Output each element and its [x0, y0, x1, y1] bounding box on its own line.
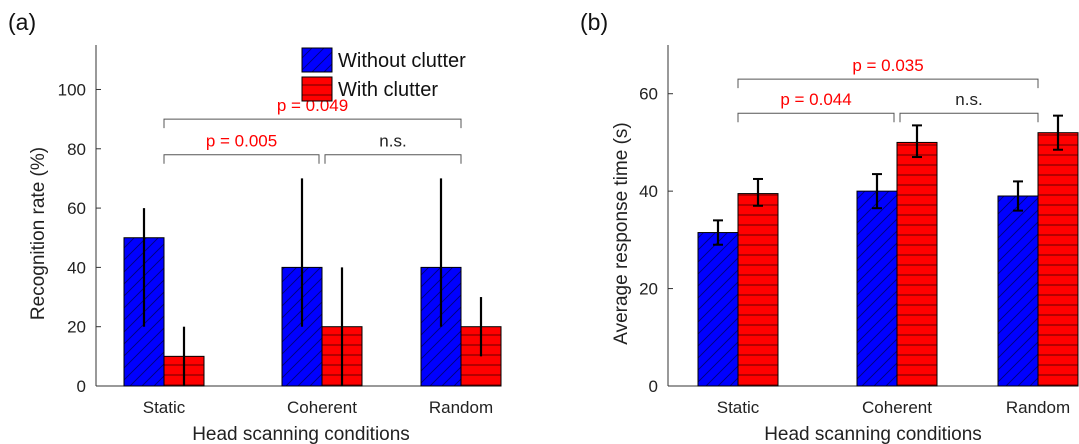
- y-tick-label: 60: [639, 85, 658, 104]
- significance-label: p = 0.035: [852, 56, 923, 75]
- x-tick-label: Random: [429, 398, 493, 417]
- x-tick-label: Coherent: [862, 398, 932, 417]
- bar-with-clutter: [1037, 132, 1079, 387]
- y-tick-label: 40: [67, 258, 86, 277]
- y-tick-label: 20: [639, 280, 658, 299]
- bar-with-clutter: [896, 141, 938, 387]
- bar-without-clutter: [856, 190, 898, 387]
- legend-label: Without clutter: [338, 50, 466, 72]
- significance-bracket: [737, 112, 895, 123]
- x-tick-label: Static: [143, 398, 186, 417]
- y-axis-label: Recognition rate (%): [28, 147, 49, 320]
- y-tick-label: 100: [58, 80, 86, 99]
- significance-label: p = 0.044: [780, 90, 851, 109]
- x-tick-label: Static: [717, 398, 760, 417]
- y-tick-label: 0: [649, 377, 658, 396]
- x-tick-label: Coherent: [287, 398, 357, 417]
- significance-bracket: [737, 78, 1039, 89]
- bar-without-clutter: [697, 232, 739, 387]
- y-axis-label: Average response time (s): [611, 122, 632, 344]
- legend-label: With clutter: [338, 79, 438, 101]
- x-tick-label: Random: [1006, 398, 1070, 417]
- chart-response-time: (b) 0 20 40 60 Static Coherent Random Head scann…: [580, 9, 1079, 444]
- significance-bracket: [163, 118, 462, 129]
- significance-label: n.s.: [379, 132, 406, 151]
- y-tick-label: 20: [67, 318, 86, 337]
- panel-label: (a): [8, 9, 36, 35]
- x-axis-label: Head scanning conditions: [192, 424, 410, 444]
- panel-label: (b): [580, 9, 608, 35]
- bar-without-clutter: [997, 195, 1039, 387]
- y-tick-label: 60: [67, 199, 86, 218]
- chart-recognition-rate: (a) 0 20 40 60 80 100 Static Coherent Random Head …: [8, 9, 502, 444]
- x-axis-label: Head scanning conditions: [764, 424, 982, 444]
- y-tick-label: 80: [67, 140, 86, 159]
- y-tick-label: 0: [77, 377, 86, 396]
- significance-bracket: [324, 154, 462, 164]
- legend-swatch-with-clutter: [301, 76, 333, 102]
- significance-bracket: [899, 112, 1039, 123]
- legend-swatch-without-clutter: [301, 47, 333, 73]
- significance-label: p = 0.005: [206, 132, 277, 151]
- bar-with-clutter: [737, 193, 779, 387]
- significance-label: n.s.: [955, 90, 982, 109]
- significance-bracket: [163, 154, 320, 164]
- y-tick-label: 40: [639, 182, 658, 201]
